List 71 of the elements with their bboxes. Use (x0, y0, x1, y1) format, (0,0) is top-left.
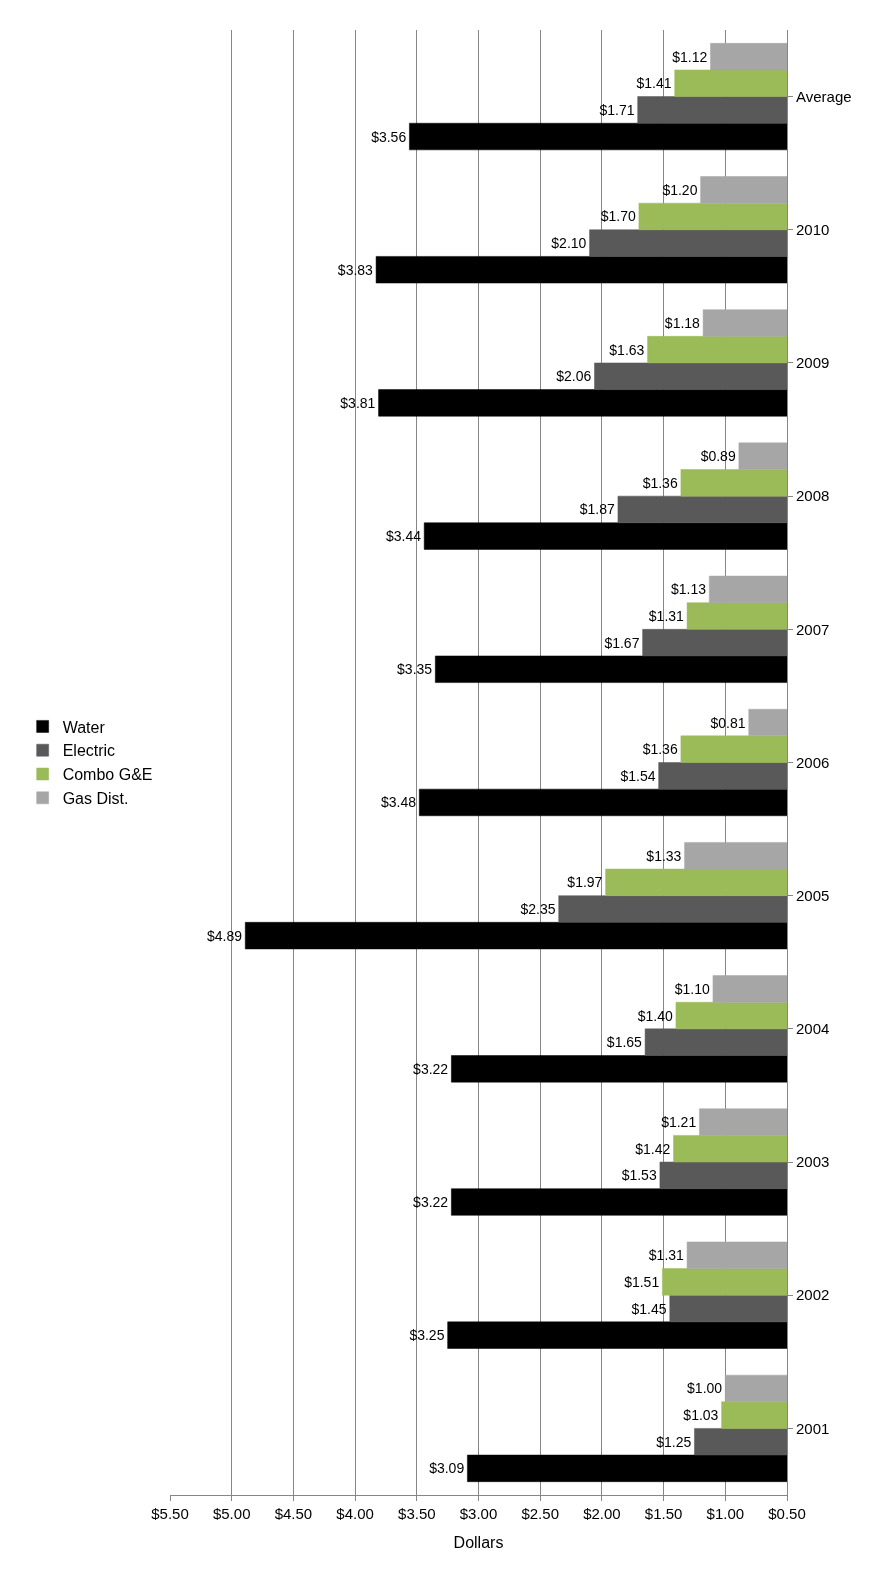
data-label: $1.53 (621, 1167, 657, 1184)
data-label: $1.70 (600, 208, 636, 225)
data-label: $1.31 (648, 1247, 685, 1264)
y-tick-label: 2004 (796, 1020, 830, 1038)
x-tick-label: $5.50 (151, 1505, 189, 1522)
data-label: $1.41 (636, 75, 672, 92)
x-tick-label: $4.50 (274, 1505, 313, 1522)
legend-label: Water (62, 718, 106, 736)
x-tick-label: $1.50 (644, 1505, 683, 1522)
data-label: $1.25 (656, 1433, 692, 1450)
data-label: $1.67 (604, 634, 640, 651)
data-label: $3.35 (397, 661, 433, 678)
data-label: $1.97 (567, 874, 603, 891)
data-label: $1.36 (642, 474, 678, 491)
y-tick-label: Average (796, 87, 852, 105)
data-label: $1.18 (664, 315, 701, 331)
data-label: $3.83 (337, 261, 374, 278)
data-label: $2.06 (556, 368, 592, 385)
data-label: $3.22 (413, 1194, 449, 1210)
x-tick-label: $2.50 (521, 1505, 559, 1522)
x-tick-label: $0.50 (768, 1505, 806, 1522)
legend-label: Combo G&E (62, 766, 153, 784)
data-label: $3.81 (340, 394, 376, 411)
data-label: $4.89 (207, 927, 243, 944)
data-label: $1.20 (662, 181, 698, 198)
data-label: $1.10 (674, 980, 710, 997)
x-tick-label: $5.00 (212, 1505, 251, 1522)
y-tick-label: 2003 (796, 1153, 830, 1171)
data-label: $1.87 (579, 501, 615, 518)
data-label: $1.40 (637, 1007, 673, 1024)
data-label: $3.22 (413, 1060, 449, 1077)
data-label: $1.63 (609, 341, 645, 358)
y-tick-label: 2009 (796, 354, 830, 372)
legend-label: Electric (62, 742, 116, 760)
data-label: $1.51 (624, 1273, 660, 1290)
data-label: $1.45 (631, 1300, 667, 1317)
x-tick-label: $4.00 (336, 1505, 374, 1522)
x-tick-label: $3.50 (398, 1505, 436, 1522)
y-tick-label: 2007 (796, 620, 830, 638)
y-tick-label: 2001 (796, 1419, 830, 1437)
legend-label: Gas Dist. (62, 790, 129, 808)
x-tick-label: $3.00 (459, 1505, 498, 1522)
data-label: $1.13 (671, 581, 707, 598)
data-label: $1.54 (620, 767, 656, 784)
data-label: $1.42 (635, 1140, 671, 1157)
y-tick-label: 2002 (796, 1286, 830, 1304)
data-label: $0.81 (710, 714, 746, 731)
x-tick-label: $1.00 (706, 1505, 745, 1522)
y-tick-label: 2010 (796, 221, 830, 239)
data-label: $1.36 (642, 741, 678, 758)
data-label: $1.33 (646, 847, 682, 864)
data-label: $3.56 (371, 128, 407, 145)
data-label: $1.31 (648, 608, 685, 624)
data-label: $2.10 (551, 235, 587, 252)
y-tick-label: 2005 (796, 886, 830, 904)
y-tick-label: 2006 (796, 753, 830, 771)
data-label: $3.25 (409, 1327, 445, 1344)
data-label: $1.12 (672, 48, 708, 65)
data-label: $3.09 (429, 1460, 465, 1477)
data-label: $1.21 (661, 1114, 697, 1131)
data-label: $2.35 (520, 901, 556, 917)
data-label: $1.65 (606, 1034, 643, 1051)
data-label: $0.89 (700, 448, 736, 465)
x-tick-label: $2.00 (583, 1505, 621, 1522)
data-label: $1.03 (683, 1407, 719, 1424)
data-label: $3.48 (381, 794, 417, 811)
data-label: $1.00 (687, 1380, 723, 1397)
data-label: $3.44 (385, 528, 422, 545)
data-label: $1.71 (599, 101, 635, 118)
y-tick-label: 2008 (796, 487, 830, 505)
x-axis-title: Dollars (453, 1533, 504, 1551)
